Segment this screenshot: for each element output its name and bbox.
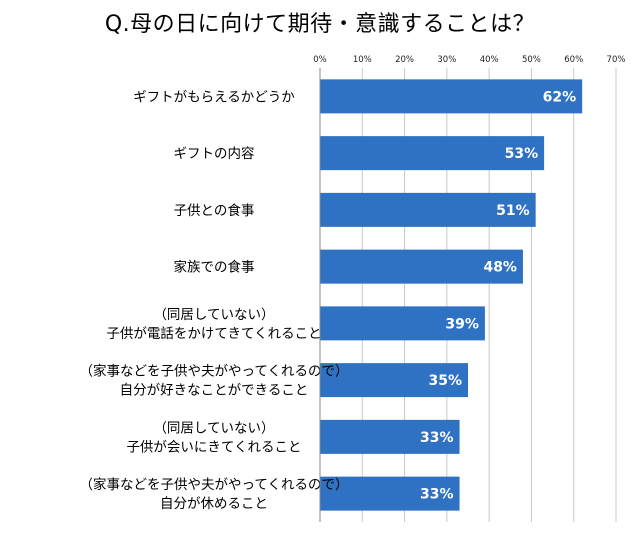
x-axis-ticks: 0% 10% 20% 30% 40% 50% 60% 70% (313, 55, 625, 65)
category-label: ギフトがもらえるかどうか (133, 89, 295, 105)
data-label: 39% (445, 316, 479, 332)
x-tick-label: 50% (522, 55, 541, 65)
bar (320, 192, 536, 227)
category-label: 家族での食事 (174, 259, 255, 276)
category-label: 子供が会いにきてくれること (126, 439, 301, 455)
bar (320, 79, 583, 114)
value-labels: 62% 53% 51% 48% 39% 35% 33% 33% (420, 89, 576, 502)
data-label: 53% (505, 146, 539, 162)
bar (320, 363, 468, 398)
data-label: 48% (483, 260, 517, 276)
bar (320, 136, 545, 171)
bar (320, 306, 485, 341)
category-label: 子供が電話をかけてきてくれること (106, 325, 321, 342)
category-label: 自分が休めること (160, 496, 268, 512)
bar (320, 476, 460, 511)
data-label: 33% (420, 487, 454, 503)
category-label: （家事などを子供や夫がやってくれるので） (80, 363, 349, 380)
x-tick-label: 40% (480, 55, 499, 65)
x-tick-label: 20% (395, 55, 414, 65)
data-label: 35% (428, 373, 462, 389)
bars (320, 79, 583, 511)
chart-title: Q.母の日に向けて期待・意識することは？ (104, 12, 536, 37)
x-tick-label: 30% (437, 55, 456, 65)
bar (320, 249, 523, 284)
category-label: （家事などを子供や夫がやってくれるので） (80, 476, 349, 493)
data-label: 51% (496, 203, 530, 219)
category-label: （同居していない） (153, 420, 274, 436)
x-tick-label: 10% (353, 55, 372, 65)
data-label: 33% (420, 430, 454, 446)
data-label: 62% (543, 89, 577, 105)
category-label: （同居していない） (153, 307, 274, 323)
category-label: ギフトの内容 (174, 145, 255, 162)
x-tick-label: 60% (564, 55, 583, 65)
x-tick-label: 70% (607, 55, 626, 65)
grid-lines (361, 68, 617, 522)
x-tick-label: 0% (313, 55, 327, 65)
category-label: 自分が好きなことができること (120, 383, 309, 399)
category-label: 子供との食事 (174, 202, 255, 219)
bar (320, 419, 460, 454)
